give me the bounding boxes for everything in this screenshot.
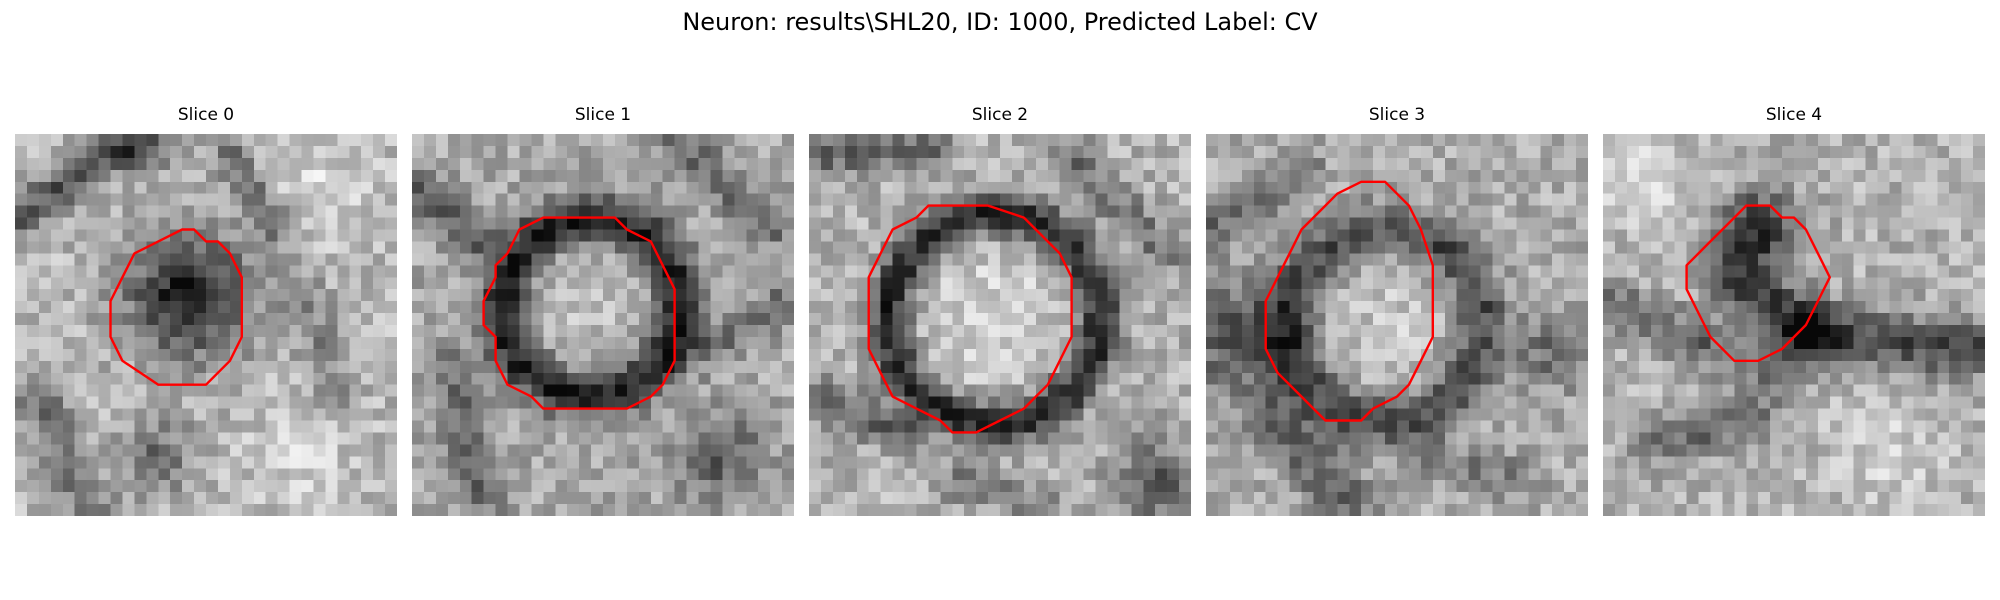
slice-title-3: Slice 3	[1368, 105, 1426, 125]
slice-panel-1: Slice 1	[412, 104, 794, 516]
slice-pixels	[15, 134, 397, 516]
contour-outline	[867, 204, 1073, 434]
slice-panel-2: Slice 2	[809, 104, 1191, 516]
contour-outline	[482, 216, 676, 410]
slice-pixels	[412, 134, 794, 516]
contour-outline	[109, 228, 244, 386]
contour-outline	[1685, 204, 1832, 363]
slice-svg-3	[1206, 134, 1588, 516]
slice-image-1	[412, 134, 794, 516]
slice-title-4: Slice 4	[1765, 105, 1823, 125]
slice-svg-2	[809, 134, 1191, 516]
slice-panel-4: Slice 4	[1603, 104, 1985, 516]
slice-image-4	[1603, 134, 1985, 516]
slice-svg-1	[412, 134, 794, 516]
slice-pixels	[809, 134, 1191, 516]
slice-pixels	[1206, 134, 1588, 516]
slice-pixels	[1603, 134, 1985, 516]
slice-image-2	[809, 134, 1191, 516]
figure-title: Neuron: results\SHL20, ID: 1000, Predict…	[682, 8, 1318, 36]
slice-svg-4	[1603, 134, 1985, 516]
slice-panel-0: Slice 0	[15, 104, 397, 516]
slice-title-0: Slice 0	[177, 105, 235, 125]
slice-image-3	[1206, 134, 1588, 516]
slice-title-1: Slice 1	[574, 105, 632, 125]
contour-outline	[1264, 180, 1435, 422]
slice-title-2: Slice 2	[971, 105, 1029, 125]
slice-panel-3: Slice 3	[1206, 104, 1588, 516]
slice-svg-0	[15, 134, 397, 516]
slice-image-0	[15, 134, 397, 516]
